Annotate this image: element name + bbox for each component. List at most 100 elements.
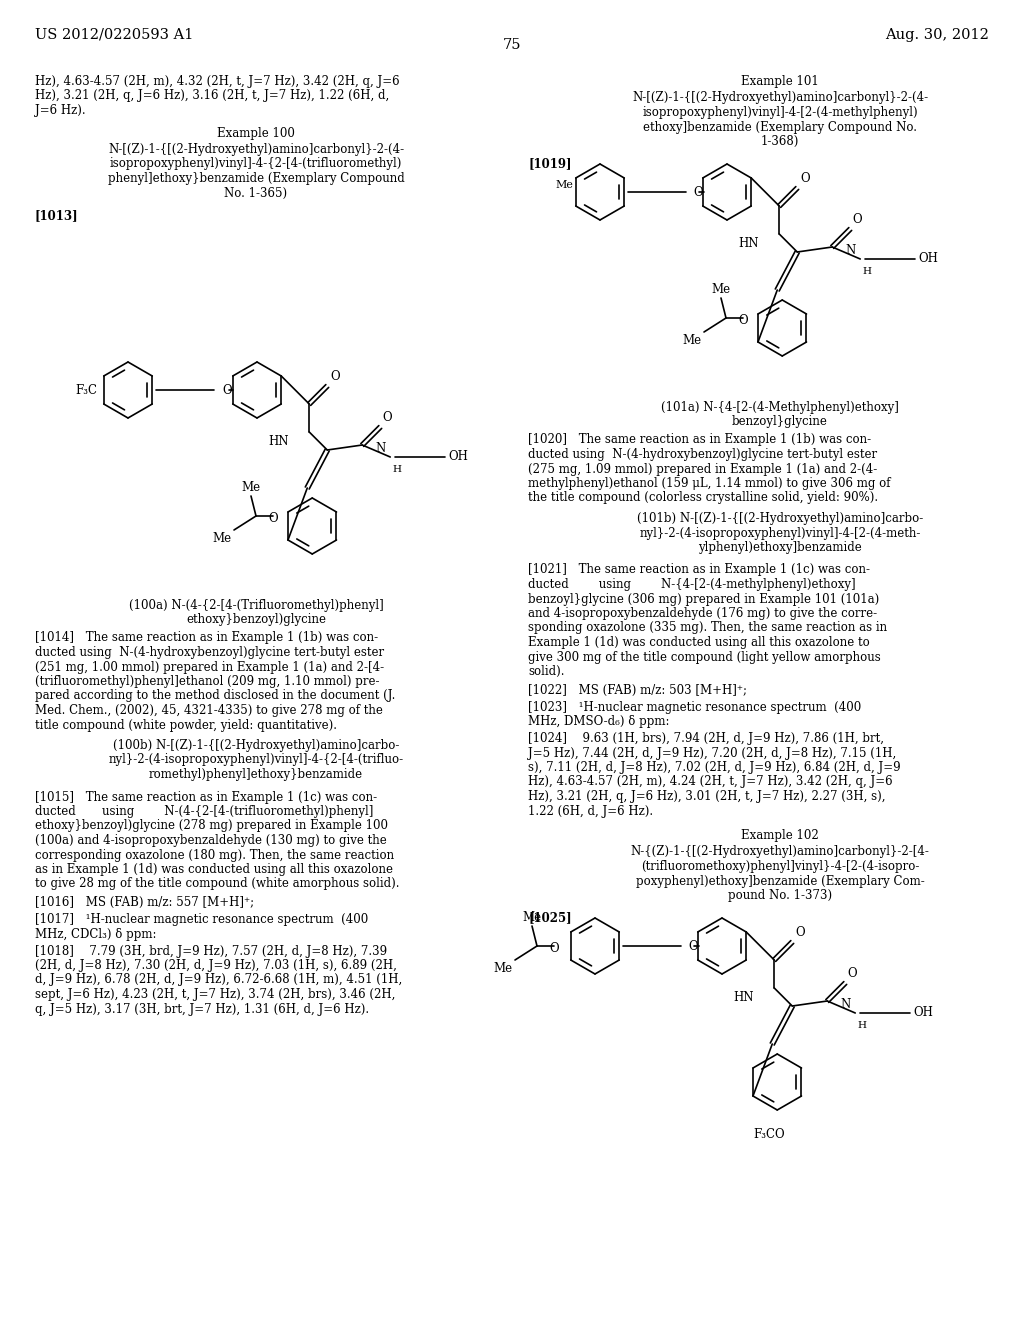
Text: HN: HN <box>734 991 755 1005</box>
Text: benzoyl}glycine (306 mg) prepared in Example 101 (101a): benzoyl}glycine (306 mg) prepared in Exa… <box>528 593 880 606</box>
Text: F₃C: F₃C <box>75 384 97 396</box>
Text: O: O <box>738 314 748 326</box>
Text: benzoyl}glycine: benzoyl}glycine <box>732 416 828 429</box>
Text: ducted        using        N-{4-[2-(4-methylphenyl)ethoxy]: ducted using N-{4-[2-(4-methylphenyl)eth… <box>528 578 856 591</box>
Text: methylphenyl)ethanol (159 μL, 1.14 mmol) to give 306 mg of: methylphenyl)ethanol (159 μL, 1.14 mmol)… <box>528 477 891 490</box>
Text: N-[(Z)-1-{[(2-Hydroxyethyl)amino]carbonyl}-2-(4-: N-[(Z)-1-{[(2-Hydroxyethyl)amino]carbony… <box>108 143 404 156</box>
Text: [1018]  7.79 (3H, brd, J=9 Hz), 7.57 (2H, d, J=8 Hz), 7.39: [1018] 7.79 (3H, brd, J=9 Hz), 7.57 (2H,… <box>35 945 387 957</box>
Text: isopropoxyphenyl)vinyl]-4-{2-[4-(trifluoromethyl): isopropoxyphenyl)vinyl]-4-{2-[4-(trifluo… <box>110 157 402 170</box>
Text: OH: OH <box>919 252 938 265</box>
Text: O: O <box>852 213 862 226</box>
Text: Hz), 4.63-4.57 (2H, m), 4.24 (2H, t, J=7 Hz), 3.42 (2H, q, J=6: Hz), 4.63-4.57 (2H, m), 4.24 (2H, t, J=7… <box>528 776 893 788</box>
Text: [1020] The same reaction as in Example 1 (1b) was con-: [1020] The same reaction as in Example 1… <box>528 433 871 446</box>
Text: ducted       using        N-(4-{2-[4-(trifluoromethyl)phenyl]: ducted using N-(4-{2-[4-(trifluoromethyl… <box>35 805 374 818</box>
Text: Example 102: Example 102 <box>741 829 819 842</box>
Text: O: O <box>796 927 805 939</box>
Text: [1024]  9.63 (1H, brs), 7.94 (2H, d, J=9 Hz), 7.86 (1H, brt,: [1024] 9.63 (1H, brs), 7.94 (2H, d, J=9 … <box>528 733 884 744</box>
Text: [1013]: [1013] <box>35 209 79 222</box>
Text: ylphenyl)ethoxy]benzamide: ylphenyl)ethoxy]benzamide <box>698 541 862 554</box>
Text: corresponding oxazolone (180 mg). Then, the same reaction: corresponding oxazolone (180 mg). Then, … <box>35 849 394 862</box>
Text: ethoxy]benzamide (Exemplary Compound No.: ethoxy]benzamide (Exemplary Compound No. <box>643 120 918 133</box>
Text: ducted using  N-(4-hydroxybenzoyl)glycine tert-butyl ester: ducted using N-(4-hydroxybenzoyl)glycine… <box>35 645 384 659</box>
Text: MHz, DMSO-d₆) δ ppm:: MHz, DMSO-d₆) δ ppm: <box>528 715 670 729</box>
Text: N-[(Z)-1-{[(2-Hydroxyethyl)amino]carbonyl}-2-(4-: N-[(Z)-1-{[(2-Hydroxyethyl)amino]carbony… <box>632 91 928 104</box>
Text: HN: HN <box>738 238 759 249</box>
Text: H: H <box>862 267 871 276</box>
Text: H: H <box>392 465 401 474</box>
Text: O: O <box>847 968 857 979</box>
Text: to give 28 mg of the title compound (white amorphous solid).: to give 28 mg of the title compound (whi… <box>35 878 399 891</box>
Text: N: N <box>845 244 855 257</box>
Text: pared according to the method disclosed in the document (J.: pared according to the method disclosed … <box>35 689 395 702</box>
Text: sept, J=6 Hz), 4.23 (2H, t, J=7 Hz), 3.74 (2H, brs), 3.46 (2H,: sept, J=6 Hz), 4.23 (2H, t, J=7 Hz), 3.7… <box>35 987 395 1001</box>
Text: (trifluoromethyl)phenyl]ethanol (209 mg, 1.10 mmol) pre-: (trifluoromethyl)phenyl]ethanol (209 mg,… <box>35 675 380 688</box>
Text: O: O <box>800 172 810 185</box>
Text: N-{(Z)-1-{[(2-Hydroxyethyl)amino]carbonyl}-2-[4-: N-{(Z)-1-{[(2-Hydroxyethyl)amino]carbony… <box>631 846 930 858</box>
Text: (101a) N-{4-[2-(4-Methylphenyl)ethoxy]: (101a) N-{4-[2-(4-Methylphenyl)ethoxy] <box>662 401 899 414</box>
Text: (100b) N-[(Z)-1-{[(2-Hydroxyethyl)amino]carbo-: (100b) N-[(Z)-1-{[(2-Hydroxyethyl)amino]… <box>113 739 399 752</box>
Text: solid).: solid). <box>528 665 564 678</box>
Text: OH: OH <box>449 450 468 463</box>
Text: [1021] The same reaction as in Example 1 (1c) was con-: [1021] The same reaction as in Example 1… <box>528 564 870 577</box>
Text: pound No. 1-373): pound No. 1-373) <box>728 888 833 902</box>
Text: poxyphenyl)ethoxy]benzamide (Exemplary Com-: poxyphenyl)ethoxy]benzamide (Exemplary C… <box>636 874 925 887</box>
Text: N: N <box>375 442 385 455</box>
Text: isopropoxyphenyl)vinyl]-4-[2-(4-methylphenyl): isopropoxyphenyl)vinyl]-4-[2-(4-methylph… <box>642 106 918 119</box>
Text: No. 1-365): No. 1-365) <box>224 186 288 199</box>
Text: MHz, CDCl₃) δ ppm:: MHz, CDCl₃) δ ppm: <box>35 928 157 941</box>
Text: Med. Chem., (2002), 45, 4321-4335) to give 278 mg of the: Med. Chem., (2002), 45, 4321-4335) to gi… <box>35 704 383 717</box>
Text: Me: Me <box>213 532 232 545</box>
Text: (100a) N-(4-{2-[4-(Trifluoromethyl)phenyl]: (100a) N-(4-{2-[4-(Trifluoromethyl)pheny… <box>129 599 383 612</box>
Text: phenyl]ethoxy}benzamide (Exemplary Compound: phenyl]ethoxy}benzamide (Exemplary Compo… <box>108 172 404 185</box>
Text: O: O <box>693 186 702 198</box>
Text: (275 mg, 1.09 mmol) prepared in Example 1 (1a) and 2-(4-: (275 mg, 1.09 mmol) prepared in Example … <box>528 462 878 475</box>
Text: Me: Me <box>494 962 513 975</box>
Text: H: H <box>857 1020 866 1030</box>
Text: O: O <box>549 941 559 954</box>
Text: J=6 Hz).: J=6 Hz). <box>35 104 86 117</box>
Text: q, J=5 Hz), 3.17 (3H, brt, J=7 Hz), 1.31 (6H, d, J=6 Hz).: q, J=5 Hz), 3.17 (3H, brt, J=7 Hz), 1.31… <box>35 1002 369 1015</box>
Text: ethoxy}benzoyl)glycine (278 mg) prepared in Example 100: ethoxy}benzoyl)glycine (278 mg) prepared… <box>35 820 388 833</box>
Text: O: O <box>382 411 392 424</box>
Text: Me: Me <box>683 334 702 347</box>
Text: [1025]: [1025] <box>528 912 571 924</box>
Text: [1017] ¹H-nuclear magnetic resonance spectrum  (400: [1017] ¹H-nuclear magnetic resonance spe… <box>35 913 369 927</box>
Text: Example 1 (1d) was conducted using all this oxazolone to: Example 1 (1d) was conducted using all t… <box>528 636 869 649</box>
Text: s), 7.11 (2H, d, J=8 Hz), 7.02 (2H, d, J=9 Hz), 6.84 (2H, d, J=9: s), 7.11 (2H, d, J=8 Hz), 7.02 (2H, d, J… <box>528 762 901 774</box>
Text: Me: Me <box>522 911 542 924</box>
Text: [1022] MS (FAB) m/z: 503 [M+H]⁺;: [1022] MS (FAB) m/z: 503 [M+H]⁺; <box>528 684 746 697</box>
Text: ducted using  N-(4-hydroxybenzoyl)glycine tert-butyl ester: ducted using N-(4-hydroxybenzoyl)glycine… <box>528 447 878 461</box>
Text: Example 101: Example 101 <box>741 75 819 88</box>
Text: (100a) and 4-isopropoxybenzaldehyde (130 mg) to give the: (100a) and 4-isopropoxybenzaldehyde (130… <box>35 834 387 847</box>
Text: Hz), 3.21 (2H, q, J=6 Hz), 3.16 (2H, t, J=7 Hz), 1.22 (6H, d,: Hz), 3.21 (2H, q, J=6 Hz), 3.16 (2H, t, … <box>35 90 389 103</box>
Text: d, J=9 Hz), 6.78 (2H, d, J=9 Hz), 6.72-6.68 (1H, m), 4.51 (1H,: d, J=9 Hz), 6.78 (2H, d, J=9 Hz), 6.72-6… <box>35 974 402 986</box>
Text: N: N <box>840 998 850 1011</box>
Text: Aug. 30, 2012: Aug. 30, 2012 <box>885 28 989 42</box>
Text: Me: Me <box>242 480 260 494</box>
Text: romethyl)phenyl]ethoxy}benzamide: romethyl)phenyl]ethoxy}benzamide <box>148 768 364 781</box>
Text: give 300 mg of the title compound (light yellow amorphous: give 300 mg of the title compound (light… <box>528 651 881 664</box>
Text: ethoxy}benzoyl)glycine: ethoxy}benzoyl)glycine <box>186 614 326 627</box>
Text: US 2012/0220593 A1: US 2012/0220593 A1 <box>35 28 194 42</box>
Text: 75: 75 <box>503 38 521 51</box>
Text: [1019]: [1019] <box>528 157 571 170</box>
Text: J=5 Hz), 7.44 (2H, d, J=9 Hz), 7.20 (2H, d, J=8 Hz), 7.15 (1H,: J=5 Hz), 7.44 (2H, d, J=9 Hz), 7.20 (2H,… <box>528 747 896 759</box>
Text: nyl}-2-(4-isopropoxyphenyl)vinyl]-4-[2-(4-meth-: nyl}-2-(4-isopropoxyphenyl)vinyl]-4-[2-(… <box>639 527 921 540</box>
Text: 1.22 (6H, d, J=6 Hz).: 1.22 (6H, d, J=6 Hz). <box>528 804 653 817</box>
Text: [1014] The same reaction as in Example 1 (1b) was con-: [1014] The same reaction as in Example 1… <box>35 631 378 644</box>
Text: and 4-isopropoxybenzaldehyde (176 mg) to give the corre-: and 4-isopropoxybenzaldehyde (176 mg) to… <box>528 607 878 620</box>
Text: Hz), 4.63-4.57 (2H, m), 4.32 (2H, t, J=7 Hz), 3.42 (2H, q, J=6: Hz), 4.63-4.57 (2H, m), 4.32 (2H, t, J=7… <box>35 75 399 88</box>
Text: title compound (white powder, yield: quantitative).: title compound (white powder, yield: qua… <box>35 718 337 731</box>
Text: HN: HN <box>268 436 289 447</box>
Text: [1015] The same reaction as in Example 1 (1c) was con-: [1015] The same reaction as in Example 1… <box>35 791 377 804</box>
Text: nyl}-2-(4-isopropoxyphenyl)vinyl]-4-{2-[4-(trifluo-: nyl}-2-(4-isopropoxyphenyl)vinyl]-4-{2-[… <box>109 754 403 767</box>
Text: sponding oxazolone (335 mg). Then, the same reaction as in: sponding oxazolone (335 mg). Then, the s… <box>528 622 887 635</box>
Text: Me: Me <box>712 282 730 296</box>
Text: Hz), 3.21 (2H, q, J=6 Hz), 3.01 (2H, t, J=7 Hz), 2.27 (3H, s),: Hz), 3.21 (2H, q, J=6 Hz), 3.01 (2H, t, … <box>528 789 886 803</box>
Text: [1016] MS (FAB) m/z: 557 [M+H]⁺;: [1016] MS (FAB) m/z: 557 [M+H]⁺; <box>35 896 254 909</box>
Text: [1023] ¹H-nuclear magnetic resonance spectrum  (400: [1023] ¹H-nuclear magnetic resonance spe… <box>528 701 861 714</box>
Text: O: O <box>222 384 231 396</box>
Text: (trifluoromethoxy)phenyl]vinyl}-4-[2-(4-isopro-: (trifluoromethoxy)phenyl]vinyl}-4-[2-(4-… <box>641 861 920 873</box>
Text: 1-368): 1-368) <box>761 135 799 148</box>
Text: as in Example 1 (1d) was conducted using all this oxazolone: as in Example 1 (1d) was conducted using… <box>35 863 393 876</box>
